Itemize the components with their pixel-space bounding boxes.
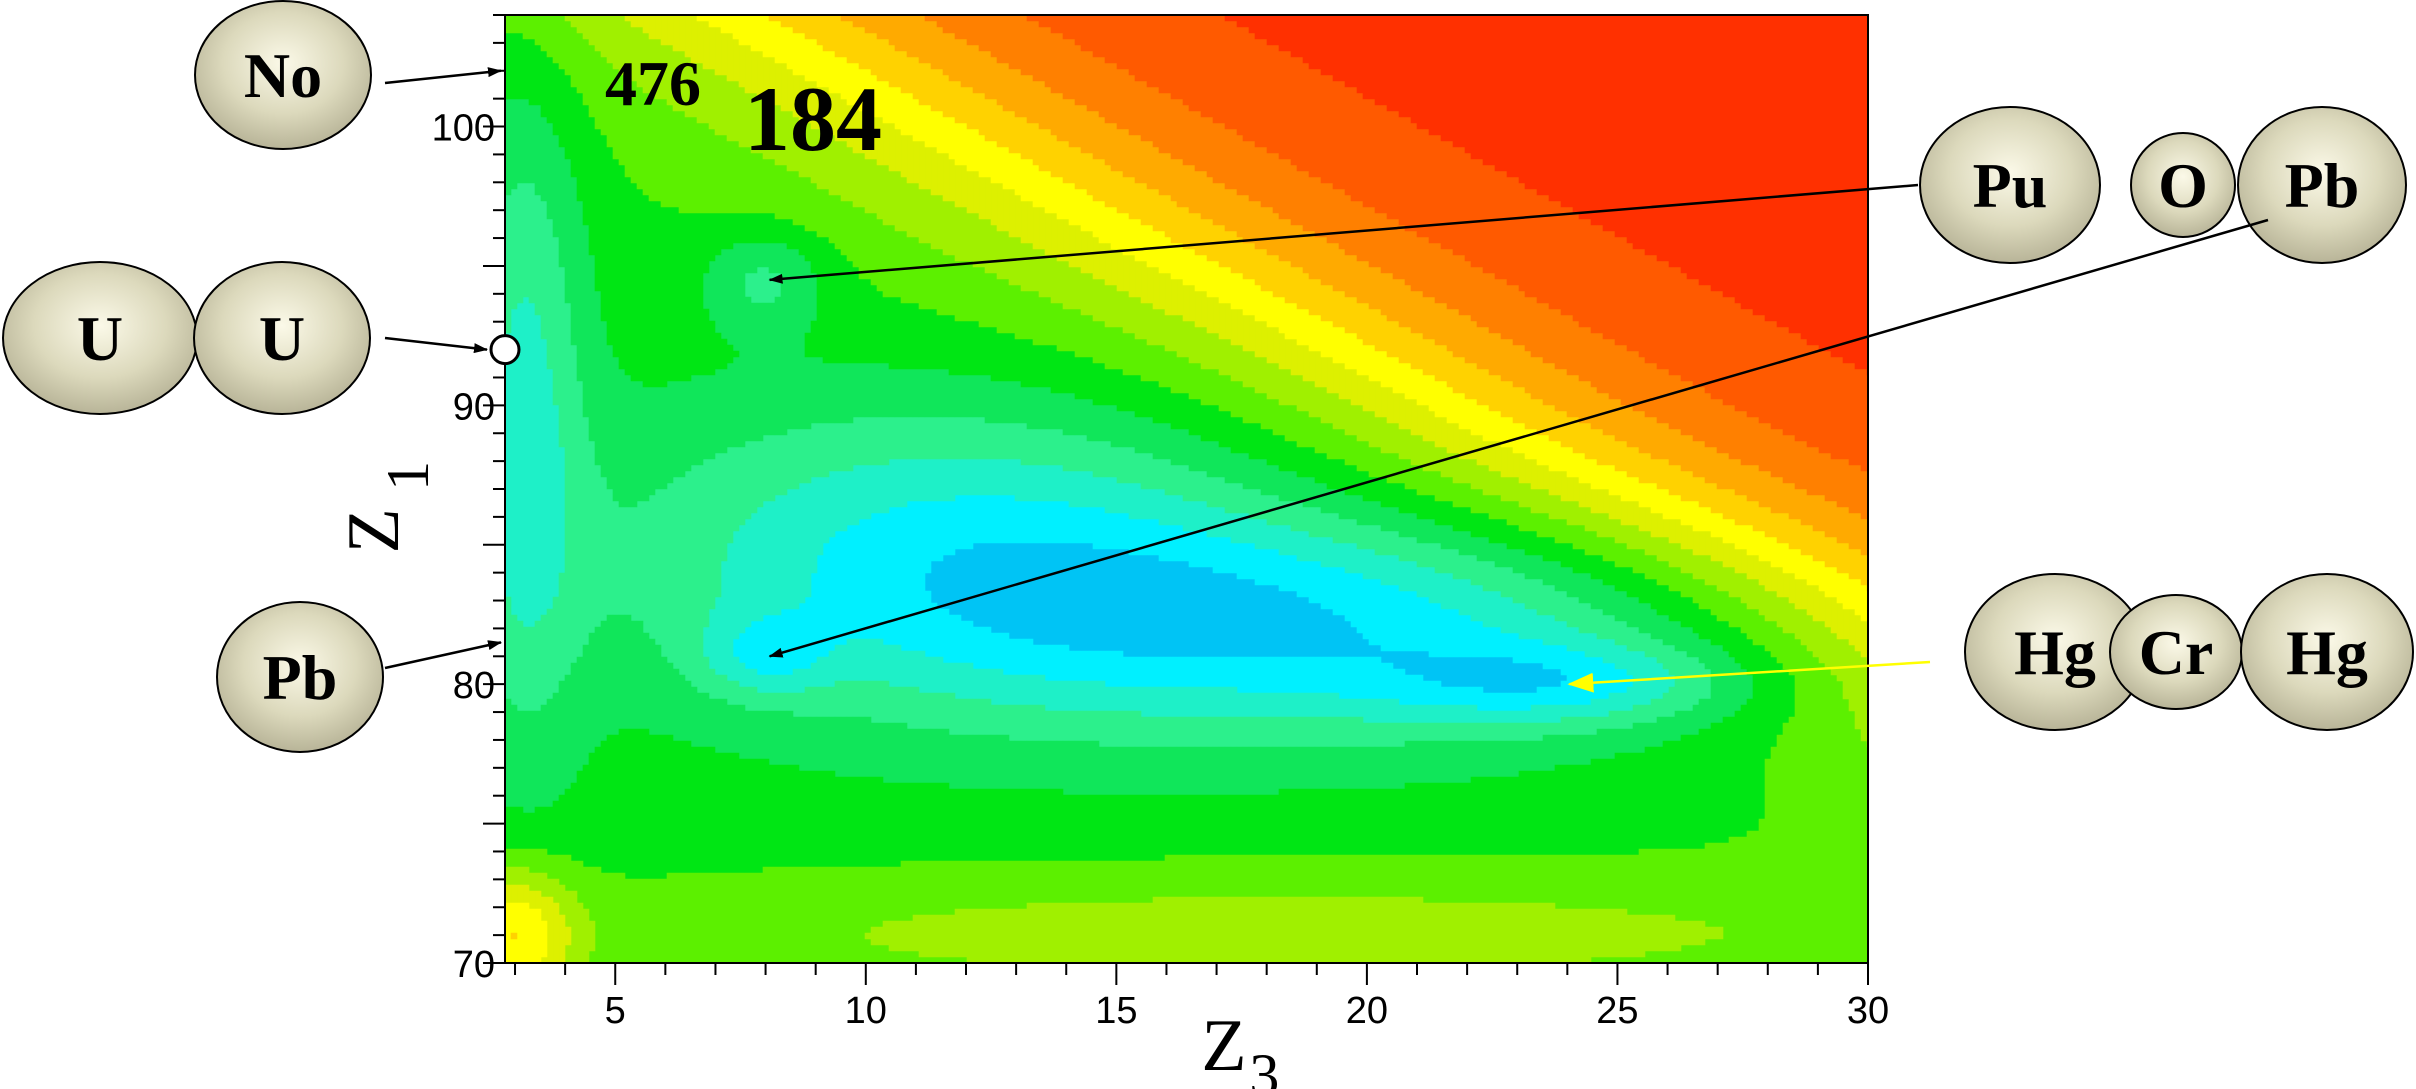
nucleus-label: U: [77, 303, 123, 374]
nucleus-label: Pu: [1973, 150, 2048, 221]
contour-band-18: [1224, 15, 1868, 376]
annotation-arrow: [384, 640, 502, 670]
y-axis-title-sub: 1: [375, 461, 441, 491]
nucleus-label: Cr: [2139, 617, 2214, 688]
contour-band-10: [505, 15, 1868, 963]
x-tick-label: 25: [1596, 990, 1638, 1032]
system-label: 476 184: [605, 48, 882, 170]
annotation-arrow: [384, 67, 502, 85]
nucleus-circle: [216, 601, 384, 753]
nucleus-circle: [194, 0, 372, 150]
x-tick-label: 30: [1847, 990, 1889, 1032]
annotation-arrow: [768, 218, 2269, 658]
energy-contours: [505, 15, 1868, 963]
nucleus-circle: [2130, 132, 2236, 238]
x-tick-label: 20: [1346, 990, 1388, 1032]
y-axis-title: Z1: [333, 461, 441, 554]
nucleus-label: U: [259, 303, 305, 374]
nucleus-label: Pb: [263, 642, 338, 713]
x-axis: 5 10 15 20 25 30 Z 3: [514, 963, 1889, 1089]
nucleus-circle: [2237, 106, 2407, 264]
y-tick-label: 70: [453, 944, 495, 986]
nucleus-circle: [2240, 573, 2414, 731]
nucleus-label: Hg: [2014, 617, 2096, 688]
annotations: No U U Pb Pu O Pb Hg Cr Hg: [2, 0, 2414, 753]
nucleus-circle: [193, 261, 371, 415]
u-u-marker-circle: [489, 334, 521, 366]
y-axis-title-letter: Z: [333, 508, 415, 553]
x-axis-title-sub: 3: [1249, 1042, 1279, 1089]
x-tick-label: 10: [845, 990, 887, 1032]
nucleus-circle: [1919, 106, 2101, 264]
nucleus-label: Pb: [2285, 150, 2360, 221]
annotation-arrow: [384, 336, 488, 354]
x-tick-label: 15: [1095, 990, 1137, 1032]
system-charge-label: 184: [744, 68, 882, 170]
annotation-arrow: [1567, 660, 1931, 693]
y-tick-label: 90: [453, 386, 495, 428]
system-mass-label: 476: [605, 48, 701, 119]
x-axis-title: Z: [1201, 1005, 1246, 1087]
nucleus-label: Hg: [2286, 617, 2368, 688]
y-tick-label: 100: [432, 108, 495, 150]
contour-band-14: [510, 15, 1868, 940]
contour-band-5: [732, 494, 1634, 712]
nucleus-label: O: [2158, 150, 2208, 221]
y-tick-label: 80: [453, 665, 495, 707]
annotation-arrow: [768, 183, 1919, 284]
contour-band-16: [924, 15, 1868, 520]
nucleus-label: No: [244, 40, 322, 111]
x-tick-label: 5: [605, 990, 626, 1032]
contour-band-17: [1026, 15, 1868, 472]
